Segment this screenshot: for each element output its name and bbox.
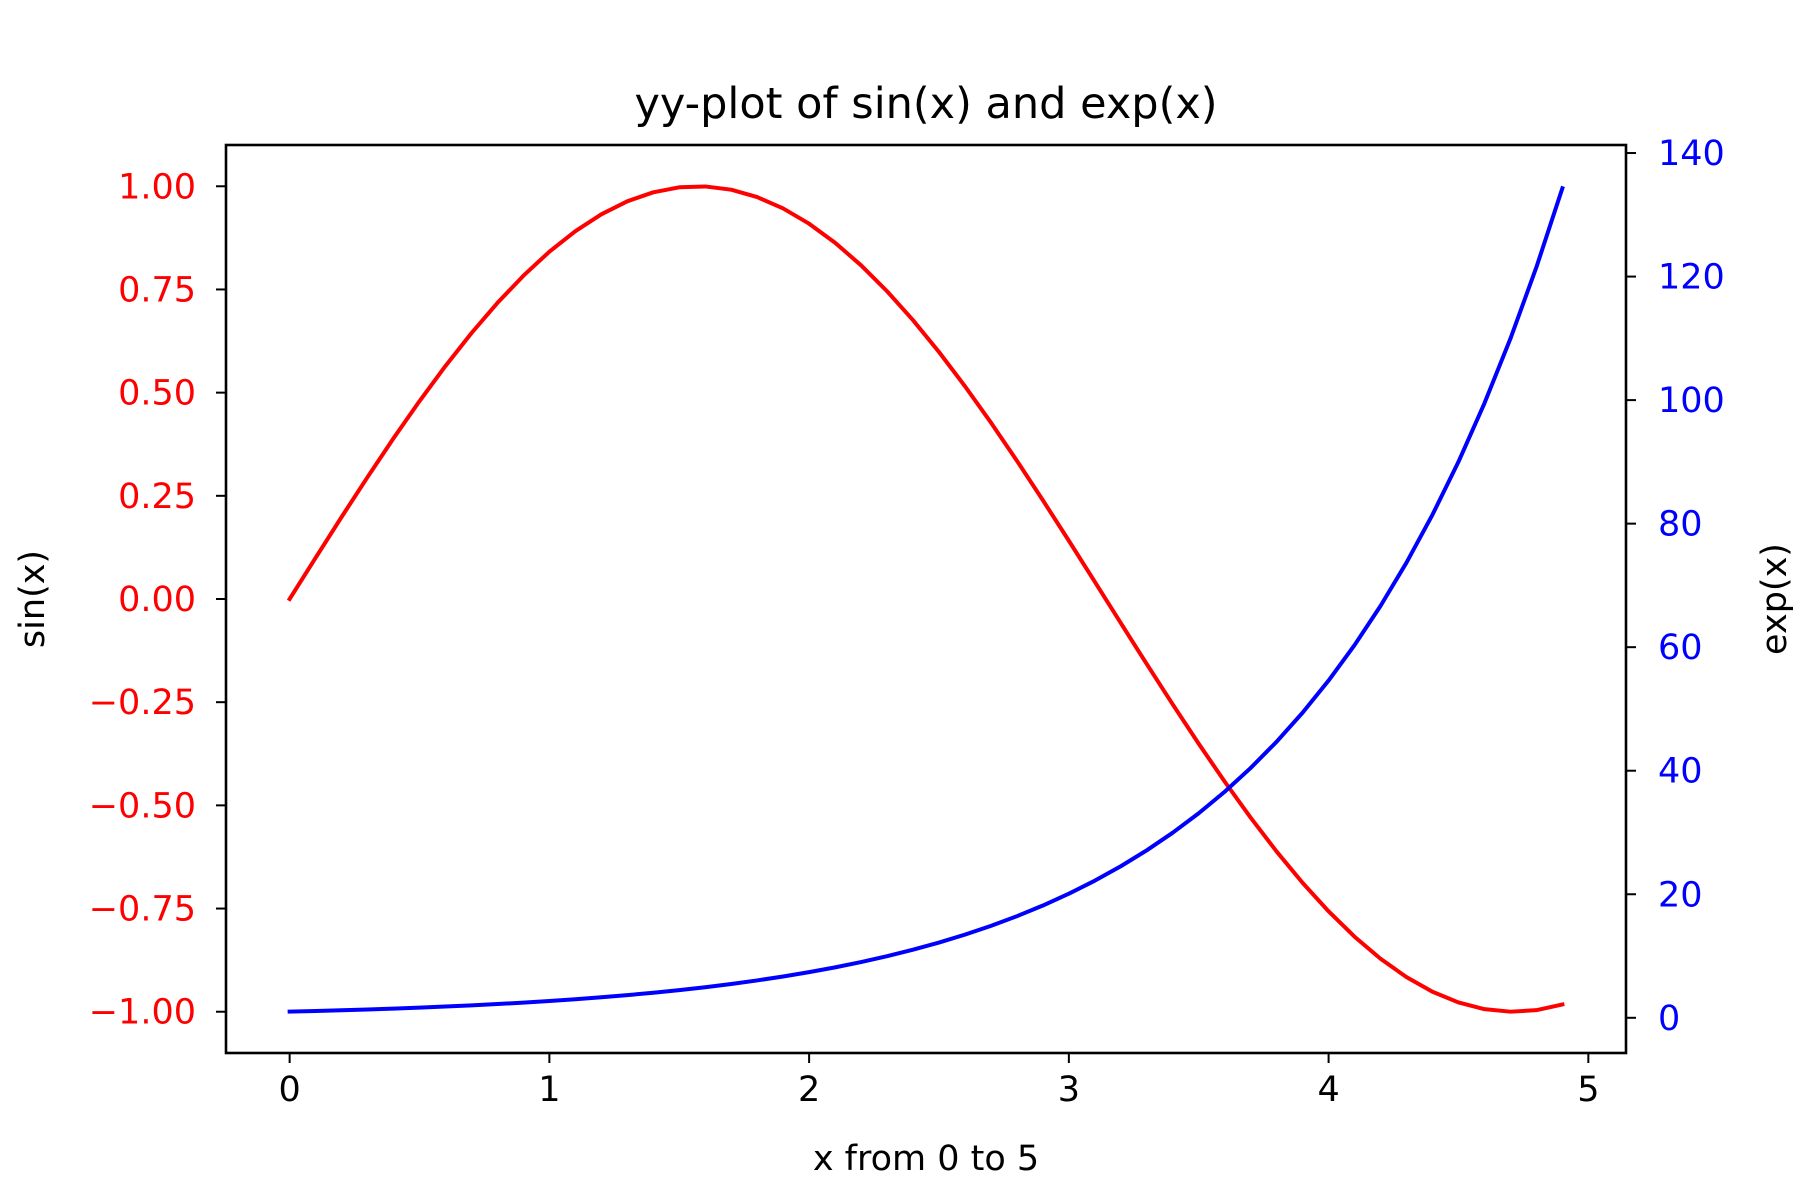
- left-tick-label: 0.25: [118, 477, 196, 517]
- right-tick-label: 40: [1658, 752, 1703, 792]
- right-axis-label: exp(x): [1755, 543, 1795, 655]
- right-tick-label: 60: [1658, 628, 1703, 668]
- x-tick-label: 3: [1058, 1070, 1080, 1110]
- left-tick-label: −1.00: [89, 993, 196, 1033]
- left-tick-label: 1.00: [118, 167, 196, 207]
- x-tick-label: 1: [538, 1070, 560, 1110]
- right-tick-label: 120: [1658, 258, 1725, 298]
- left-tick-label: 0.00: [118, 580, 196, 620]
- x-tick-label: 2: [798, 1070, 820, 1110]
- x-axis-ticks: 0 1 2 3 4 5: [278, 1053, 1599, 1110]
- left-tick-label: −0.25: [89, 683, 196, 723]
- x-axis-label: x from 0 to 5: [813, 1139, 1039, 1179]
- right-tick-label: 140: [1658, 134, 1725, 174]
- left-tick-label: 0.75: [118, 270, 196, 310]
- left-axis-ticks: 1.00 0.75 0.50 0.25 0.00 −0.25 −0.50 −0.75 −1.00: [89, 167, 226, 1033]
- right-tick-label: 80: [1658, 505, 1703, 545]
- right-tick-label: 20: [1658, 875, 1703, 915]
- series-line-sin: [286, 184, 1565, 1014]
- left-tick-label: −0.50: [89, 786, 196, 826]
- x-tick-label: 0: [278, 1070, 300, 1110]
- left-tick-label: 0.50: [118, 374, 196, 414]
- chart-title: yy-plot of sin(x) and exp(x): [634, 79, 1217, 129]
- right-tick-label: 100: [1658, 381, 1725, 421]
- left-tick-label: −0.75: [89, 890, 196, 930]
- left-axis-label: sin(x): [13, 550, 53, 648]
- x-tick-label: 5: [1577, 1070, 1599, 1110]
- right-tick-label: 0: [1658, 999, 1680, 1039]
- x-tick-label: 4: [1317, 1070, 1339, 1110]
- right-axis-ticks: 0 20 40 60 80 100 120 140: [1626, 134, 1725, 1039]
- series-line-exp: [287, 185, 1565, 1014]
- series-layer: [286, 184, 1565, 1014]
